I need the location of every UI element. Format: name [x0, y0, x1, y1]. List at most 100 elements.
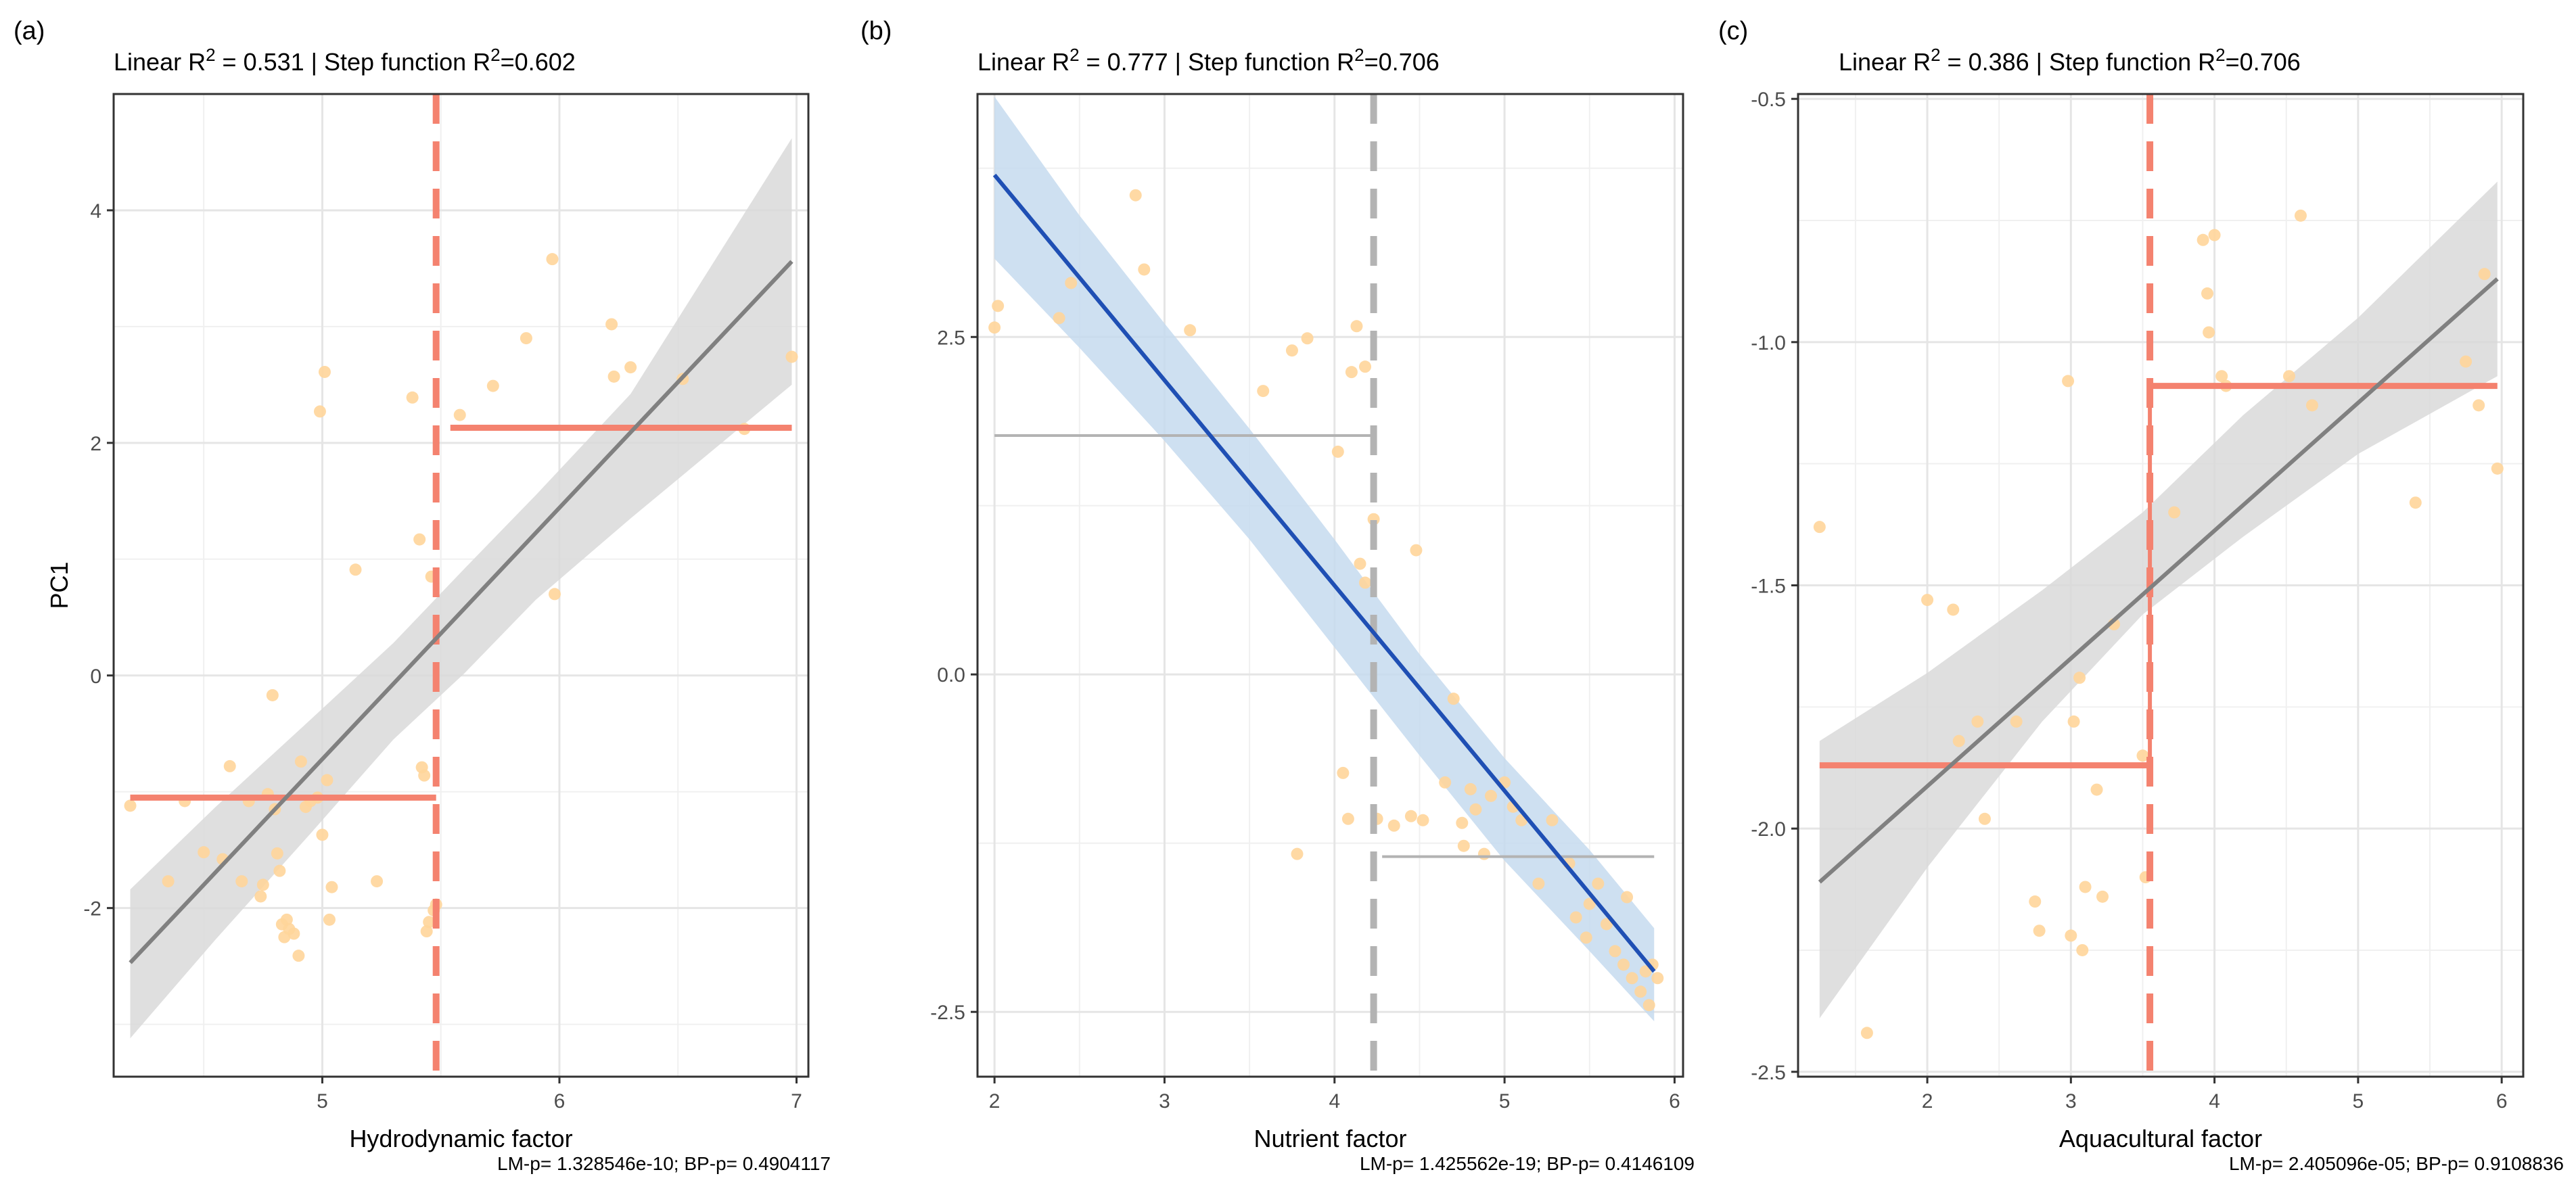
data-point — [2067, 715, 2080, 728]
data-point — [2090, 783, 2103, 796]
regression-line — [1818, 277, 2499, 884]
title-linear-value: = 0.531 | Step function R — [216, 48, 491, 76]
data-point — [607, 370, 620, 383]
data-point — [292, 950, 305, 962]
title-step-value: =0.706 — [2226, 48, 2301, 76]
data-point — [2168, 506, 2181, 519]
data-point — [624, 361, 637, 374]
data-point — [1947, 603, 1960, 616]
data-point — [1626, 972, 1638, 985]
title-linear-value: = 0.777 | Step function R — [1080, 48, 1355, 76]
x-tick-label: 6 — [554, 1090, 566, 1113]
data-point — [1651, 972, 1664, 985]
data-point — [124, 799, 137, 812]
data-point — [266, 688, 279, 701]
panel-border — [976, 93, 1684, 1078]
x-tick-label: 3 — [1159, 1090, 1170, 1113]
data-point — [2208, 229, 2221, 241]
data-point — [1138, 263, 1151, 276]
data-point — [280, 913, 293, 926]
data-point — [2215, 370, 2228, 383]
data-point — [2282, 370, 2295, 383]
data-point — [318, 365, 331, 378]
regression-line — [129, 260, 794, 964]
data-point — [1532, 877, 1545, 890]
data-point — [988, 321, 1001, 334]
data-point — [1359, 576, 1372, 589]
data-point — [271, 847, 283, 860]
data-point — [1952, 734, 1965, 747]
data-point — [992, 300, 1005, 312]
data-point — [1546, 814, 1559, 826]
data-point — [1291, 847, 1304, 860]
x-tick-label: 7 — [791, 1090, 802, 1113]
data-point — [1053, 312, 1065, 325]
y-tick-label: -2.5 — [930, 1002, 965, 1024]
x-axis-label: Aquacultural factor — [2059, 1125, 2262, 1152]
data-point — [1404, 810, 1417, 822]
data-point — [1257, 385, 1270, 398]
data-point — [288, 927, 300, 940]
data-point — [1477, 847, 1490, 860]
panel-label: (b) — [860, 17, 892, 45]
data-point — [1609, 945, 1622, 958]
title-linear-text: Linear R — [978, 48, 1070, 76]
title-superscript: 2 — [1070, 45, 1079, 65]
data-point — [1341, 812, 1354, 825]
data-point — [1813, 521, 1826, 534]
chart-panel-1: 5 6 7 -2 0 2 4 Hydrodynamic factor PC1 (a) Linear … — [14, 17, 831, 1174]
data-point — [1469, 803, 1482, 816]
data-point — [316, 828, 329, 841]
data-point — [605, 318, 618, 331]
data-point — [2203, 326, 2215, 339]
data-point — [1410, 544, 1423, 557]
data-point — [1345, 366, 1358, 379]
title-step-value: =0.602 — [501, 48, 576, 76]
x-tick-label: 6 — [2496, 1090, 2508, 1113]
data-point — [1285, 344, 1298, 357]
data-point — [313, 405, 326, 418]
data-point — [1580, 931, 1592, 944]
confidence-band — [994, 96, 1655, 1022]
data-point — [294, 755, 307, 768]
data-point — [2065, 929, 2077, 942]
x-tick-label: 5 — [317, 1090, 328, 1113]
data-point — [2409, 496, 2422, 509]
data-point — [2478, 268, 2491, 281]
confidence-band — [130, 138, 792, 1039]
data-point — [323, 913, 336, 926]
x-axis-label: Hydrodynamic factor — [349, 1125, 572, 1152]
data-point — [1065, 277, 1078, 289]
data-point — [1447, 693, 1460, 705]
y-tick-label: -2.5 — [1751, 1062, 1786, 1084]
data-point — [256, 879, 269, 891]
data-point — [2491, 462, 2504, 475]
data-point — [321, 774, 334, 787]
y-axis-label: PC1 — [45, 561, 73, 609]
title-linear-text: Linear R — [1839, 48, 1931, 76]
data-point — [2033, 925, 2046, 937]
title-superscript: 2 — [2215, 45, 2225, 65]
x-tick-label: 5 — [1499, 1090, 1511, 1113]
data-point — [1417, 814, 1429, 826]
data-point — [1921, 594, 1934, 607]
y-tick-label: -2.0 — [1751, 818, 1786, 841]
data-point — [2201, 287, 2213, 300]
data-point — [198, 846, 210, 859]
regression-line — [992, 173, 1656, 973]
data-point — [1301, 332, 1314, 345]
data-point — [546, 253, 559, 266]
data-point — [1337, 766, 1350, 779]
data-point — [520, 332, 532, 345]
data-point — [1971, 715, 1984, 728]
title-linear-text: Linear R — [114, 48, 206, 76]
data-point — [2294, 209, 2307, 222]
data-point — [785, 350, 798, 363]
title-linear-value: = 0.386 | Step function R — [1941, 48, 2216, 76]
plot-area — [1813, 94, 2504, 1077]
title-superscript: 2 — [1354, 45, 1364, 65]
footnote: LM-p= 2.405096e-05; BP-p= 0.9108836 — [2229, 1153, 2564, 1174]
confidence-band — [1819, 181, 2498, 1019]
data-point — [2076, 943, 2089, 956]
panel-title: Linear R2 = 0.777 | Step function R2=0.7… — [978, 45, 1440, 76]
